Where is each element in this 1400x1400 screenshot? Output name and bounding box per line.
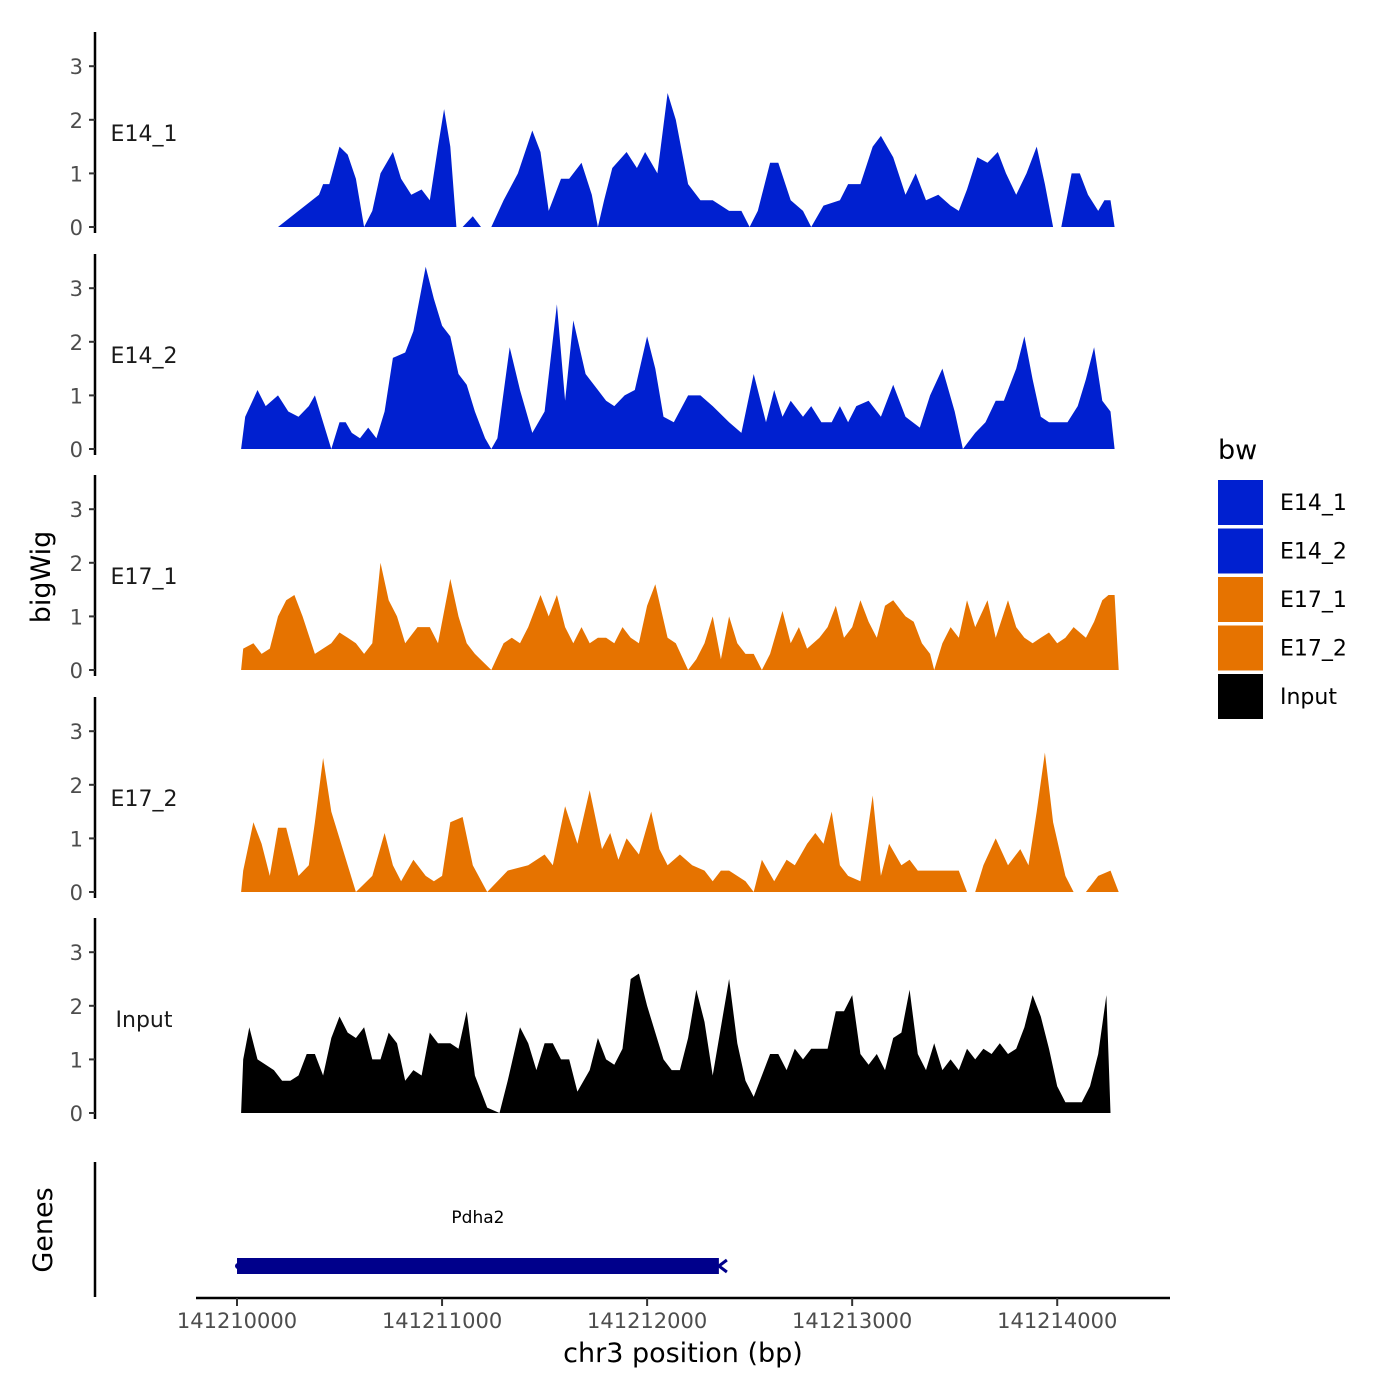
legend-swatch bbox=[1218, 480, 1263, 525]
track-label: Input bbox=[116, 1008, 173, 1033]
gene-body-pdha2 bbox=[237, 1258, 719, 1274]
x-tick-label: 141210000 bbox=[177, 1309, 297, 1333]
track-label: E17_1 bbox=[111, 565, 178, 590]
area-input bbox=[241, 973, 1111, 1113]
track-label: E14_1 bbox=[111, 122, 178, 147]
y-tick-label: 0 bbox=[70, 216, 83, 240]
y-tick-label: 0 bbox=[70, 881, 83, 905]
y-tick-label: 1 bbox=[70, 605, 83, 629]
gene-strand-arrow-icon bbox=[716, 1258, 728, 1274]
y-tick-label: 1 bbox=[70, 1048, 83, 1072]
y-tick-label: 3 bbox=[70, 277, 83, 301]
y-tick-label: 2 bbox=[70, 774, 83, 798]
area-e14-2 bbox=[241, 266, 1115, 449]
y-tick-label: 3 bbox=[70, 720, 83, 744]
legend-item-e17-1: E17_1 bbox=[1218, 577, 1347, 622]
legend-item-e14-1: E14_1 bbox=[1218, 480, 1347, 525]
track-e17-1: 0 1 2 3 E17_1 bbox=[70, 475, 1119, 683]
genes-panel: Genes Pdha2 bbox=[28, 1162, 728, 1297]
x-tick-label: 141211000 bbox=[382, 1309, 502, 1333]
y-tick-label: 3 bbox=[70, 941, 83, 965]
legend: bw E14_1 E14_2 E17_1 E17_2 Input bbox=[1218, 435, 1347, 719]
legend-label: E17_2 bbox=[1280, 637, 1347, 662]
y-tick-label: 1 bbox=[70, 384, 83, 408]
gene-label: Pdha2 bbox=[451, 1208, 504, 1228]
x-axis-title: chr3 position (bp) bbox=[563, 1338, 803, 1369]
legend-item-e17-2: E17_2 bbox=[1218, 625, 1347, 671]
track-label: E14_2 bbox=[111, 344, 178, 369]
y-tick-label: 3 bbox=[70, 55, 83, 79]
legend-label: E14_2 bbox=[1280, 540, 1347, 565]
y-tick-label: 0 bbox=[70, 1102, 83, 1126]
legend-swatch bbox=[1218, 528, 1263, 574]
y-tick-label: 3 bbox=[70, 498, 83, 522]
track-e17-2: 0 1 2 3 E17_2 bbox=[70, 697, 1119, 905]
x-tick-label: 141213000 bbox=[792, 1309, 912, 1333]
y-tick-label: 0 bbox=[70, 659, 83, 683]
y-tick-label: 2 bbox=[70, 995, 83, 1019]
genes-axis-title: Genes bbox=[28, 1187, 59, 1272]
legend-swatch bbox=[1218, 625, 1263, 671]
y-tick-label: 2 bbox=[70, 109, 83, 133]
legend-swatch bbox=[1218, 577, 1263, 622]
gene-marks: Pdha2 bbox=[235, 1208, 728, 1274]
y-tick-label: 1 bbox=[70, 162, 83, 186]
legend-swatch bbox=[1218, 674, 1263, 719]
legend-label: E17_1 bbox=[1280, 588, 1347, 613]
x-tick-label: 141212000 bbox=[587, 1309, 707, 1333]
track-e14-2: 0 1 2 3 E14_2 bbox=[70, 254, 1115, 462]
x-axis: 141210000 141211000 141212000 141213000 1412… bbox=[177, 1296, 1170, 1369]
legend-label: Input bbox=[1280, 685, 1337, 710]
y-axis-title: bigWig bbox=[26, 531, 57, 624]
legend-item-e14-2: E14_2 bbox=[1218, 528, 1347, 574]
y-tick-label: 0 bbox=[70, 438, 83, 462]
y-tick-label: 1 bbox=[70, 827, 83, 851]
y-tick-label: 2 bbox=[70, 331, 83, 355]
track-label: E17_2 bbox=[111, 787, 178, 812]
x-tick-label: 141214000 bbox=[997, 1309, 1117, 1333]
y-tick-label: 2 bbox=[70, 552, 83, 576]
area-e14-1 bbox=[278, 93, 1115, 227]
track-input: 0 1 2 3 Input bbox=[70, 918, 1111, 1126]
gene-start-marker bbox=[235, 1263, 242, 1269]
signal-tracks: 0 1 2 3 E14_1 0 1 2 3 E14_2 0 1 2 3 E17_1 0 1 2 3 E17_2 0 1 2 3… bbox=[70, 32, 1119, 1126]
legend-item-input: Input bbox=[1218, 674, 1337, 719]
legend-items: E14_1 E14_2 E17_1 E17_2 Input bbox=[1218, 480, 1347, 719]
area-e17-2 bbox=[241, 752, 1119, 892]
area-e17-1 bbox=[241, 562, 1119, 670]
x-ticks: 141210000 141211000 141212000 141213000 1412… bbox=[177, 1298, 1117, 1333]
track-e14-1: 0 1 2 3 E14_1 bbox=[70, 32, 1115, 240]
legend-label: E14_1 bbox=[1280, 491, 1347, 516]
legend-title: bw bbox=[1218, 435, 1257, 466]
